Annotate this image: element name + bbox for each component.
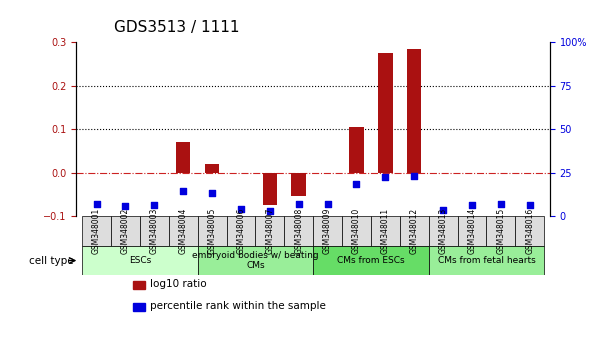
Text: cell type: cell type (29, 256, 73, 266)
FancyBboxPatch shape (197, 246, 313, 275)
FancyBboxPatch shape (342, 216, 371, 246)
Bar (176, 142, 191, 173)
Text: GSM348010: GSM348010 (352, 208, 361, 254)
Bar (263, 173, 277, 205)
Text: GSM348002: GSM348002 (121, 208, 130, 254)
Text: percentile rank within the sample: percentile rank within the sample (150, 301, 326, 311)
Text: GSM348008: GSM348008 (295, 208, 303, 254)
FancyBboxPatch shape (400, 216, 429, 246)
Bar (378, 53, 392, 173)
FancyBboxPatch shape (169, 216, 197, 246)
Bar (349, 127, 364, 173)
Point (236, 206, 246, 211)
Bar (407, 49, 422, 173)
Point (120, 203, 130, 209)
Bar (291, 173, 306, 196)
FancyBboxPatch shape (429, 216, 458, 246)
Point (525, 202, 535, 208)
Text: log10 ratio: log10 ratio (150, 279, 207, 289)
FancyBboxPatch shape (82, 246, 197, 275)
FancyBboxPatch shape (197, 216, 227, 246)
Text: GSM348016: GSM348016 (525, 208, 534, 254)
Point (150, 202, 159, 208)
Text: CMs from ESCs: CMs from ESCs (337, 256, 404, 265)
Text: GSM348007: GSM348007 (265, 207, 274, 254)
FancyBboxPatch shape (111, 216, 140, 246)
FancyBboxPatch shape (255, 216, 284, 246)
Point (178, 188, 188, 194)
Text: GSM348005: GSM348005 (208, 207, 216, 254)
Point (323, 201, 332, 207)
Point (496, 201, 506, 207)
Bar (133, 281, 145, 289)
Point (207, 190, 217, 196)
FancyBboxPatch shape (371, 216, 400, 246)
Text: CMs from fetal hearts: CMs from fetal hearts (437, 256, 535, 265)
Point (265, 208, 275, 213)
Point (92, 201, 101, 207)
FancyBboxPatch shape (140, 216, 169, 246)
FancyBboxPatch shape (515, 216, 544, 246)
Text: GSM348003: GSM348003 (150, 207, 159, 254)
FancyBboxPatch shape (284, 216, 313, 246)
Point (467, 202, 477, 208)
Text: GSM348009: GSM348009 (323, 207, 332, 254)
Text: GSM348006: GSM348006 (236, 207, 246, 254)
Text: GSM348012: GSM348012 (410, 208, 419, 254)
FancyBboxPatch shape (458, 216, 486, 246)
Point (294, 201, 304, 207)
Text: GSM348014: GSM348014 (467, 208, 477, 254)
Point (381, 174, 390, 180)
Point (438, 207, 448, 213)
Text: GSM348015: GSM348015 (496, 208, 505, 254)
Text: embryoid bodies w/ beating
CMs: embryoid bodies w/ beating CMs (192, 251, 319, 270)
Text: GSM348013: GSM348013 (439, 208, 448, 254)
Point (351, 181, 361, 187)
Text: ESCs: ESCs (129, 256, 151, 265)
Text: GDS3513 / 1111: GDS3513 / 1111 (114, 21, 240, 35)
FancyBboxPatch shape (429, 246, 544, 275)
FancyBboxPatch shape (486, 216, 515, 246)
Bar (205, 164, 219, 173)
Text: GSM348001: GSM348001 (92, 208, 101, 254)
Point (409, 173, 419, 179)
FancyBboxPatch shape (313, 216, 342, 246)
Text: GSM348011: GSM348011 (381, 208, 390, 254)
Text: GSM348004: GSM348004 (178, 207, 188, 254)
FancyBboxPatch shape (82, 216, 111, 246)
FancyBboxPatch shape (227, 216, 255, 246)
FancyBboxPatch shape (313, 246, 429, 275)
Bar (133, 303, 145, 311)
